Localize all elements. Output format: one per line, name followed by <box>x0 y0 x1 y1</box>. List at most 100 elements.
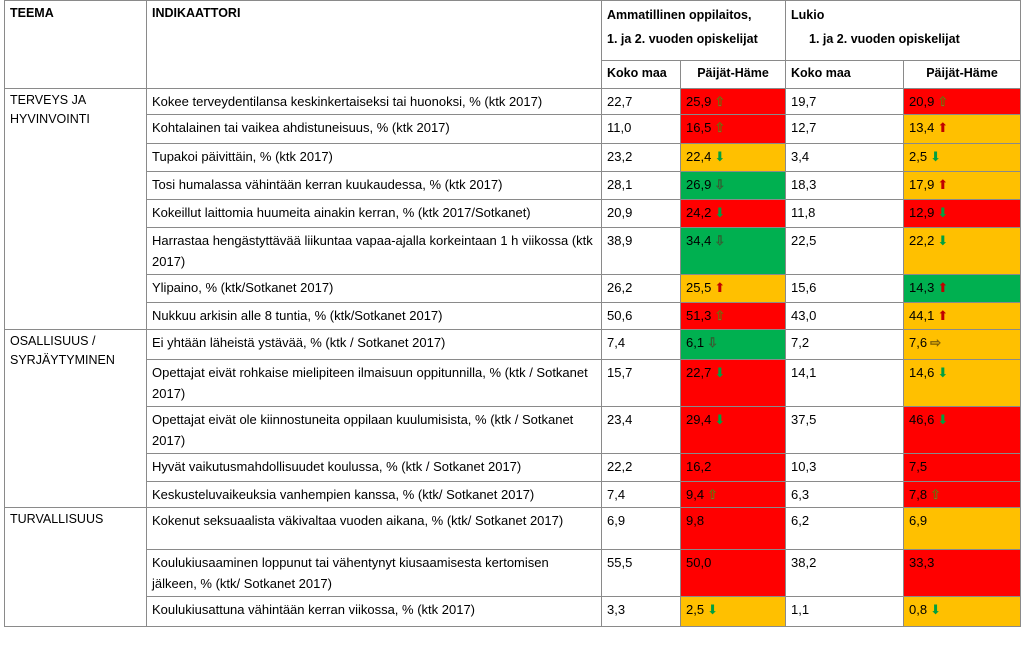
theme-name-line2: HYVINVOINTI <box>10 112 90 126</box>
table-row: Koulukiusattuna vähintään kerran viikoss… <box>5 596 1021 627</box>
luk-koko-maa-cell: 38,2 <box>785 549 904 597</box>
luk-koko-maa-cell: 12,7 <box>785 114 904 144</box>
luk-koko-maa-cell: 19,7 <box>785 88 904 115</box>
amm-paijat-hame-cell: 51,3 ⇧ <box>680 302 786 330</box>
luk-paijat-hame-cell-value: 17,9 <box>909 177 935 192</box>
table-row: TURVALLISUUS Kokenut seksuaalista väkival… <box>4 507 1021 627</box>
amm-koko-maa-cell: 50,6 <box>601 302 681 330</box>
theme-cell: TERVEYS JA HYVINVOINTI <box>4 88 147 330</box>
indicator-cell: Kokeillut laittomia huumeita ainakin ker… <box>146 199 602 228</box>
amm-koko-maa-cell: 23,2 <box>601 143 681 172</box>
table-row: Opettajat eivät ole kiinnostuneita oppil… <box>5 406 1021 454</box>
amm-paijat-hame-cell: 24,2 ⬇ <box>680 199 786 228</box>
luk-koko-maa-cell: 7,2 <box>785 329 904 360</box>
luk-paijat-hame-cell: 12,9 ⬇ <box>903 199 1021 228</box>
amm-koko-maa-cell: 3,3 <box>601 596 681 627</box>
luk-koko-maa-cell-value: 3,4 <box>791 149 810 164</box>
luk-paijat-hame-cell-value: 2,5 <box>909 149 928 164</box>
luk-koko-maa-cell-value: 18,3 <box>791 177 817 192</box>
luk-paijat-hame-cell-trend-arrow-icon: ⬇ <box>937 412 949 427</box>
amm-koko-maa-cell: 23,4 <box>601 406 681 454</box>
table-row: Tupakoi päivittäin, % (ktk 2017) 23,2 22,4… <box>5 143 1021 172</box>
amm-paijat-hame-cell-value: 26,9 <box>686 177 712 192</box>
luk-koko-maa-cell: 14,1 <box>785 359 904 407</box>
luk-paijat-hame-cell-value: 7,6 <box>909 335 928 350</box>
indicator-cell: Keskusteluvaikeuksia vanhempien kanssa, … <box>146 481 602 508</box>
amm-paijat-hame-cell: 34,4 ⇩ <box>680 227 786 275</box>
amm-koko-maa-cell: 22,7 <box>601 88 681 115</box>
luk-paijat-hame-cell: 7,8 ⇧ <box>903 481 1021 508</box>
amm-paijat-hame-cell-trend-arrow-icon: ⇧ <box>714 120 726 136</box>
amm-koko-maa-cell: 11,0 <box>601 114 681 144</box>
luk-paijat-hame-cell-trend-arrow-icon: ⬇ <box>937 233 949 248</box>
luk-paijat-hame-cell-value: 44,1 <box>909 308 935 323</box>
amm-paijat-hame-cell-trend-arrow-icon: ⇩ <box>707 335 719 351</box>
luk-paijat-hame-cell-value: 14,3 <box>909 280 935 295</box>
amm-koko-maa-cell: 15,7 <box>601 359 681 407</box>
amm-paijat-hame-cell: 2,5 ⬇ <box>680 596 786 627</box>
luk-paijat-hame-cell-value: 13,4 <box>909 120 935 135</box>
amm-paijat-hame-cell-value: 25,5 <box>686 280 712 295</box>
amm-paijat-hame-cell: 25,9 ⇧ <box>680 88 786 115</box>
table-row: Kohtalainen tai vaikea ahdistuneisuus, %… <box>5 114 1021 144</box>
luk-paijat-hame-cell: 7,6 ⇨ <box>903 329 1021 360</box>
amm-paijat-hame-cell: 22,4 ⬇ <box>680 143 786 172</box>
luk-paijat-hame-cell-trend-arrow-icon: ⬆ <box>937 308 949 323</box>
amm-paijat-hame-cell-trend-arrow-icon: ⬇ <box>714 149 726 164</box>
amm-paijat-hame-cell: 6,1 ⇩ <box>680 329 786 360</box>
header-lukio-subtitle: 1. ja 2. vuoden opiskelijat <box>809 32 960 46</box>
header-luk-koko-maa: Koko maa <box>785 60 904 89</box>
amm-koko-maa-cell-value: 3,3 <box>607 602 626 617</box>
table-row: Nukkuu arkisin alle 8 tuntia, % (ktk/Sot… <box>5 302 1021 330</box>
amm-paijat-hame-cell-trend-arrow-icon: ⬇ <box>714 412 726 427</box>
theme-name-line2: SYRJÄYTYMINEN <box>10 353 115 367</box>
amm-koko-maa-cell-value: 26,2 <box>607 280 633 295</box>
luk-paijat-hame-cell: 44,1 ⬆ <box>903 302 1021 330</box>
amm-koko-maa-cell-value: 22,2 <box>607 459 633 474</box>
amm-paijat-hame-cell: 22,7 ⬇ <box>680 359 786 407</box>
amm-paijat-hame-cell-value: 9,8 <box>686 513 705 528</box>
table-row: Kokeillut laittomia huumeita ainakin ker… <box>5 199 1021 228</box>
luk-koko-maa-cell: 11,8 <box>785 199 904 228</box>
amm-koko-maa-cell: 26,2 <box>601 274 681 303</box>
luk-koko-maa-cell-value: 11,8 <box>791 205 816 220</box>
indicator-cell: Kohtalainen tai vaikea ahdistuneisuus, %… <box>146 114 602 144</box>
amm-paijat-hame-cell-value: 22,7 <box>686 365 712 380</box>
luk-paijat-hame-cell-value: 12,9 <box>909 205 935 220</box>
luk-koko-maa-cell: 37,5 <box>785 406 904 454</box>
indicator-table: TEEMA INDIKAATTORI Ammatillinen oppilait… <box>4 0 1021 627</box>
luk-koko-maa-cell-value: 38,2 <box>791 555 817 570</box>
amm-paijat-hame-cell-trend-arrow-icon: ⇧ <box>714 94 726 110</box>
indicator-cell: Ylipaino, % (ktk/Sotkanet 2017) <box>146 274 602 303</box>
theme-name-line1: OSALLISUUS / <box>10 334 96 348</box>
amm-paijat-hame-cell: 50,0 <box>680 549 786 597</box>
luk-koko-maa-cell-value: 22,5 <box>791 233 817 248</box>
amm-paijat-hame-cell-trend-arrow-icon: ⇧ <box>707 487 719 503</box>
luk-koko-maa-cell-value: 15,6 <box>791 280 817 295</box>
table-row: Tosi humalassa vähintään kerran kuukaude… <box>5 171 1021 200</box>
amm-paijat-hame-cell-value: 25,9 <box>686 94 712 109</box>
luk-paijat-hame-cell: 46,6 ⬇ <box>903 406 1021 454</box>
indicator-cell: Kokenut seksuaalista väkivaltaa vuoden a… <box>146 507 602 550</box>
header-amm-paijat-hame: Päijät-Häme <box>680 60 786 89</box>
luk-paijat-hame-cell-trend-arrow-icon: ⇧ <box>937 94 949 110</box>
amm-koko-maa-cell: 7,4 <box>601 329 681 360</box>
luk-paijat-hame-cell-trend-arrow-icon: ⬆ <box>937 177 949 192</box>
indicator-cell: Koulukiusaaminen loppunut tai vähentynyt… <box>146 549 602 597</box>
luk-koko-maa-cell-value: 43,0 <box>791 308 817 323</box>
luk-paijat-hame-cell: 14,6 ⬇ <box>903 359 1021 407</box>
theme-cell: OSALLISUUS / SYRJÄYTYMINEN <box>4 329 147 508</box>
luk-paijat-hame-cell: 17,9 ⬆ <box>903 171 1021 200</box>
indicator-cell: Opettajat eivät ole kiinnostuneita oppil… <box>146 406 602 454</box>
luk-koko-maa-cell: 43,0 <box>785 302 904 330</box>
luk-paijat-hame-cell-value: 7,5 <box>909 459 928 474</box>
theme-name-line1: TERVEYS JA <box>10 93 87 107</box>
amm-paijat-hame-cell-trend-arrow-icon: ⇧ <box>714 308 726 324</box>
indicator-cell: Nukkuu arkisin alle 8 tuntia, % (ktk/Sot… <box>146 302 602 330</box>
luk-koko-maa-cell-value: 12,7 <box>791 120 817 135</box>
luk-koko-maa-cell-value: 1,1 <box>791 602 810 617</box>
table-row: TERVEYS JA HYVINVOINTI Kokee terveydentila… <box>4 88 1021 330</box>
luk-koko-maa-cell: 6,2 <box>785 507 904 550</box>
amm-paijat-hame-cell: 9,8 <box>680 507 786 550</box>
amm-paijat-hame-cell-trend-arrow-icon: ⬇ <box>714 365 726 380</box>
